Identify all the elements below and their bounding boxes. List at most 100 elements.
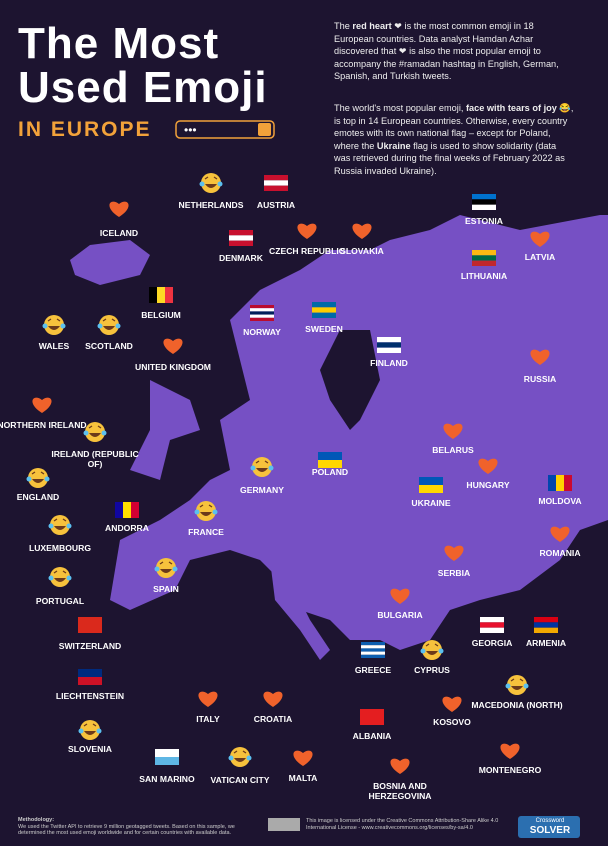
emoji-flag <box>534 617 558 633</box>
country-label: ENGLAND <box>16 492 60 502</box>
country-label: LUXEMBOURG <box>28 543 92 553</box>
emoji-flag <box>419 477 443 493</box>
emoji-joy <box>505 675 529 695</box>
country-label: SLOVENIA <box>68 744 112 754</box>
emoji-joy <box>83 422 107 442</box>
emoji-flag <box>115 502 139 518</box>
country-label: LIECHTENSTEIN <box>55 691 125 701</box>
intro-run: Ukraine <box>376 140 411 151</box>
emoji-flag <box>361 642 385 658</box>
logo-box <box>518 816 580 838</box>
country-label: ICELAND <box>99 228 139 238</box>
country-label: KOSOVO <box>433 717 471 727</box>
title: Used Emoji <box>18 63 268 112</box>
country-label: LITHUANIA <box>460 271 508 281</box>
emoji-joy <box>78 720 102 740</box>
title: The Most <box>18 19 220 68</box>
country-label: ARMENIA <box>525 638 567 648</box>
emoji-joy <box>250 457 274 477</box>
emoji-heart <box>163 338 183 354</box>
intro-run: 😂, is top in 14 European countries. Othe… <box>334 103 574 151</box>
country-label: GERMANY <box>240 485 284 495</box>
emoji-heart <box>444 545 464 561</box>
emoji-joy <box>48 515 72 535</box>
country-label: ALBANIA <box>352 731 392 741</box>
emoji-flag <box>78 617 102 633</box>
country-label: NORTHERN IRELAND <box>0 420 87 430</box>
license: This image is licensed under the Creativ… <box>306 818 499 831</box>
country-label: MONTENEGRO <box>478 765 542 775</box>
country-label: SAN MARINO <box>139 774 195 784</box>
country-label: FINLAND <box>370 358 408 368</box>
intro-run: face with tears of joy <box>465 103 557 113</box>
emoji-heart <box>352 223 372 239</box>
emoji-flag <box>548 475 572 491</box>
methodology-title: Methodology: <box>18 817 55 823</box>
country-label: NETHERLANDS <box>178 200 244 210</box>
emoji-heart <box>530 349 550 365</box>
country-label: BELGIUM <box>141 310 181 320</box>
country-label: SCOTLAND <box>85 341 133 351</box>
country-label: CZECH REPUBLIC <box>269 246 345 256</box>
emoji-flag <box>250 305 274 321</box>
emoji-joy <box>194 501 218 521</box>
europe-land <box>70 215 608 650</box>
emoji-flag <box>472 250 496 266</box>
methodology: We used the Twitter API to retrieve 9 mi… <box>18 823 235 837</box>
country-label: LATVIA <box>524 252 556 262</box>
country-label: SWITZERLAND <box>58 641 122 651</box>
country-label: MALTA <box>288 773 318 783</box>
country-label: CROATIA <box>253 714 293 724</box>
emoji-heart <box>263 691 283 707</box>
search-dots: ••• <box>184 123 197 137</box>
intro-run: The <box>334 21 353 31</box>
country-label: GEORGIA <box>471 638 513 648</box>
emoji-heart <box>550 526 570 542</box>
emoji-heart <box>390 758 410 774</box>
country-label: DENMARK <box>219 253 263 263</box>
emoji-joy <box>154 558 178 578</box>
country-label: MACEDONIA (NORTH) <box>471 700 563 710</box>
emoji-flag <box>377 337 401 353</box>
emoji-joy <box>199 173 223 193</box>
license-badge <box>268 818 300 831</box>
emoji-joy <box>48 567 72 587</box>
search-box <box>175 120 275 139</box>
emoji-heart <box>500 743 520 759</box>
emoji-flag <box>155 749 179 765</box>
logo-top: Crossword <box>535 818 565 824</box>
emoji-flag <box>78 669 102 685</box>
country-label: SPAIN <box>153 584 179 594</box>
intro-run: The world's most popular emoji, <box>334 103 466 113</box>
country-label: IRELAND (REPUBLIC OF) <box>51 449 139 469</box>
country-label: POLAND <box>311 467 349 477</box>
intro: The world's most popular emoji, face wit… <box>334 102 574 178</box>
emoji-flag <box>472 194 496 210</box>
country-label: MOLDOVA <box>538 496 582 506</box>
country-label: SWEDEN <box>305 324 343 334</box>
emoji-heart <box>442 696 462 712</box>
country-label: AUSTRIA <box>256 200 296 210</box>
emoji-heart <box>443 423 463 439</box>
country-label: BULGARIA <box>377 610 423 620</box>
country-label: SLOVAKIA <box>340 246 384 256</box>
emoji-flag <box>480 617 504 633</box>
emoji-heart <box>109 201 129 217</box>
intro: The red heart ❤ is the most common emoji… <box>334 20 574 83</box>
country-label: BELARUS <box>432 445 474 455</box>
emoji-heart <box>297 223 317 239</box>
country-label: FRANCE <box>188 527 224 537</box>
emoji-heart <box>390 588 410 604</box>
country-label: ESTONIA <box>464 216 504 226</box>
italy-land <box>270 560 330 660</box>
country-label: VATICAN CITY <box>210 775 270 785</box>
emoji-joy <box>228 747 252 767</box>
emoji-flag <box>360 709 384 725</box>
emoji-flag <box>318 452 342 468</box>
country-label: WALES <box>38 341 70 351</box>
country-label: ITALY <box>196 714 220 724</box>
emoji-joy <box>42 315 66 335</box>
emoji-heart <box>198 691 218 707</box>
country-label: BOSNIA AND HERZEGOVINA <box>368 781 432 801</box>
